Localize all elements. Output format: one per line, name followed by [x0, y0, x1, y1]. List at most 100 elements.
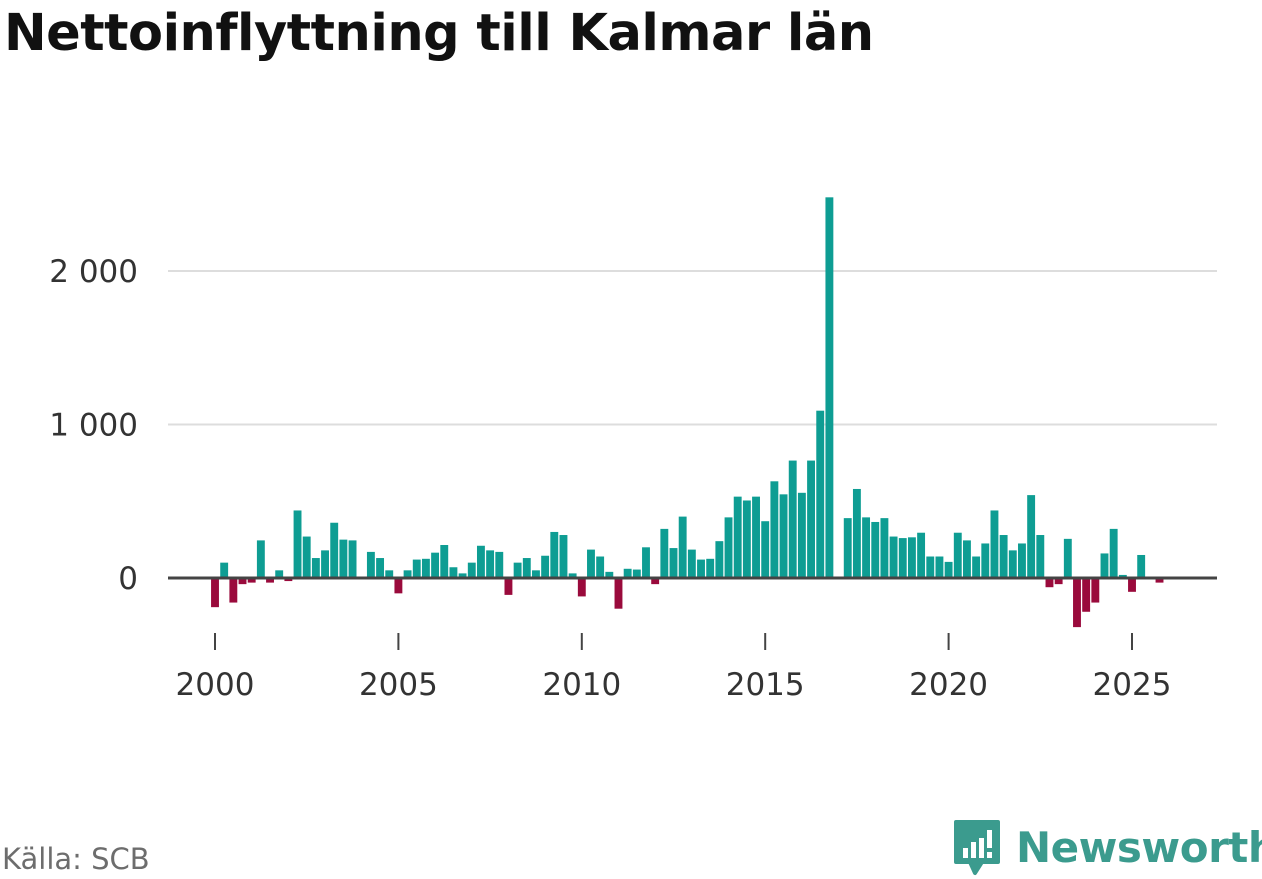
bar: [431, 552, 440, 578]
bar: [935, 556, 944, 578]
gridlines: [168, 270, 1217, 426]
bar: [981, 543, 990, 578]
bar: [211, 578, 219, 608]
y-tick-label: 2 000: [49, 254, 138, 290]
x-tick-label: 2015: [726, 667, 805, 703]
bar: [761, 521, 770, 578]
bars: [211, 197, 1164, 628]
bar: [660, 528, 669, 578]
bar: [999, 535, 1008, 578]
bar: [1008, 550, 1017, 578]
bar: [577, 578, 586, 597]
bar: [311, 558, 320, 578]
bar: [412, 559, 421, 578]
bar: [963, 540, 971, 578]
bar: [862, 517, 871, 578]
bar: [669, 548, 678, 578]
bar: [1155, 578, 1164, 583]
bar: [541, 555, 550, 578]
bar: [284, 578, 293, 582]
y-tick-label: 1 000: [49, 408, 138, 444]
bar: [706, 558, 715, 578]
bar: [990, 510, 999, 578]
bar: [330, 522, 339, 578]
bar: [953, 532, 962, 578]
bar: [1018, 543, 1026, 578]
bar: [642, 547, 650, 578]
bar: [238, 578, 247, 585]
bar: [687, 549, 696, 578]
bar: [972, 556, 981, 578]
bar: [889, 536, 898, 578]
bar: [926, 556, 935, 578]
x-tick-label: 2010: [542, 667, 621, 703]
bar: [697, 559, 705, 578]
bar: [871, 521, 880, 578]
bar: [752, 496, 760, 578]
bar: [651, 578, 660, 585]
x-tick-label: 2005: [359, 667, 438, 703]
bar: [476, 545, 485, 578]
bar: [449, 567, 458, 578]
bar: [522, 558, 531, 578]
bar: [275, 570, 284, 578]
bar: [559, 535, 568, 578]
bar: [247, 578, 256, 583]
bar: [1073, 578, 1081, 628]
bar: [742, 500, 751, 578]
bar: [779, 494, 788, 578]
y-tick-label: 0: [118, 561, 138, 597]
bar: [715, 541, 724, 578]
x-tick-label: 2000: [176, 667, 255, 703]
bar: [421, 558, 430, 578]
bar: [376, 558, 385, 578]
bar: [229, 578, 238, 603]
bar: [568, 573, 577, 578]
bar: [321, 550, 329, 578]
bar: [302, 536, 311, 578]
brand-logo: Newsworthy: [952, 818, 1262, 876]
bar: [1063, 538, 1072, 578]
bar: [623, 568, 632, 578]
bar: [1137, 554, 1146, 578]
bar: [1100, 553, 1109, 578]
bar: [1109, 528, 1118, 578]
bar: [898, 538, 907, 578]
bar: [733, 496, 742, 578]
bar: [1027, 495, 1036, 578]
bar: [339, 539, 348, 579]
bar: [816, 410, 825, 578]
bar: [907, 537, 916, 578]
bar: [385, 570, 394, 578]
bar: [843, 518, 852, 578]
bar: [807, 460, 815, 578]
bar: [1091, 578, 1100, 603]
x-tick-label: 2020: [909, 667, 988, 703]
bar: [550, 531, 559, 578]
bar: [724, 517, 733, 578]
bar: [366, 551, 375, 578]
bar: [678, 516, 687, 578]
bar: [293, 510, 302, 578]
bar: [770, 481, 779, 578]
bar: [403, 570, 412, 578]
bar: [944, 561, 953, 578]
bar: [1082, 578, 1091, 612]
bar: [440, 545, 449, 578]
bar: [495, 551, 504, 578]
bar: [797, 492, 806, 578]
bar: [220, 562, 229, 578]
bar: [825, 197, 834, 578]
bar: [880, 518, 889, 578]
bar: [852, 488, 861, 578]
bar: [1045, 578, 1054, 588]
bar: [513, 562, 522, 578]
bar: [394, 578, 403, 594]
axes: 0 1 000 2 000 2000 2005 2010 2015 2020 2025: [49, 254, 1217, 703]
x-tick-label: 2025: [1093, 667, 1172, 703]
bar: [614, 578, 623, 609]
bar: [788, 460, 797, 578]
bar: [467, 562, 476, 578]
bar: [1128, 578, 1136, 592]
